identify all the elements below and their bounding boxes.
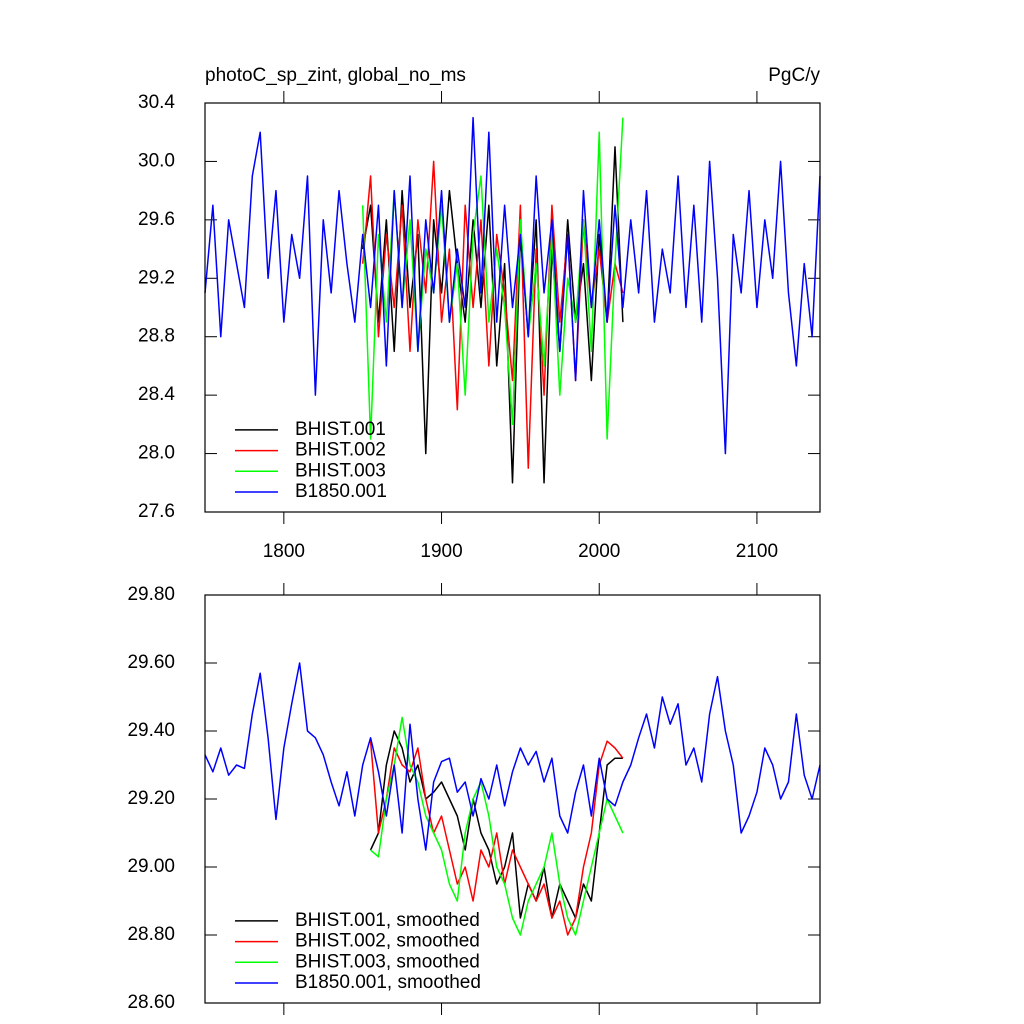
- y-tick-label: 29.00: [127, 856, 175, 877]
- y-tick-label: 28.0: [138, 443, 175, 464]
- series-line: [369, 730, 623, 919]
- units-label: PgC/y: [768, 65, 820, 86]
- legend-label: BHIST.001: [295, 419, 386, 440]
- series-line: [204, 116, 821, 455]
- y-tick-label: 28.60: [127, 992, 175, 1013]
- plot-frame: [204, 594, 821, 1004]
- y-tick-label: 29.20: [127, 788, 175, 809]
- legend-label: BHIST.002: [295, 440, 386, 461]
- series-line: [369, 740, 624, 936]
- legend-label: BHIST.002, smoothed: [295, 931, 480, 952]
- plot-frame: [204, 102, 821, 513]
- y-tick-label: 30.4: [138, 92, 175, 113]
- y-tick-label: 30.0: [138, 150, 175, 171]
- y-tick-label: 27.6: [138, 501, 175, 522]
- y-tick-label: 28.4: [138, 384, 175, 405]
- y-tick-label: 29.40: [127, 720, 175, 741]
- x-tick-label: 1800: [263, 541, 305, 562]
- legend-label: BHIST.003: [295, 460, 386, 481]
- chart-title: photoC_sp_zint, global_no_ms: [205, 65, 466, 86]
- x-tick-label: 2000: [578, 541, 620, 562]
- x-tick-label: 2100: [736, 541, 778, 562]
- legend-label: BHIST.001, smoothed: [295, 910, 480, 931]
- legend-label: B1850.001: [295, 481, 387, 502]
- y-tick-label: 29.6: [138, 209, 175, 230]
- y-tick-label: 29.60: [127, 652, 175, 673]
- y-tick-label: 29.80: [127, 584, 175, 605]
- legend-label: B1850.001, smoothed: [295, 972, 481, 993]
- x-tick-label: 1900: [420, 541, 462, 562]
- series-line: [204, 662, 821, 851]
- y-tick-label: 28.8: [138, 326, 175, 347]
- legend-label: BHIST.003, smoothed: [295, 951, 480, 972]
- series-line: [370, 716, 624, 936]
- y-tick-label: 28.80: [127, 924, 175, 945]
- y-tick-label: 29.2: [138, 267, 175, 288]
